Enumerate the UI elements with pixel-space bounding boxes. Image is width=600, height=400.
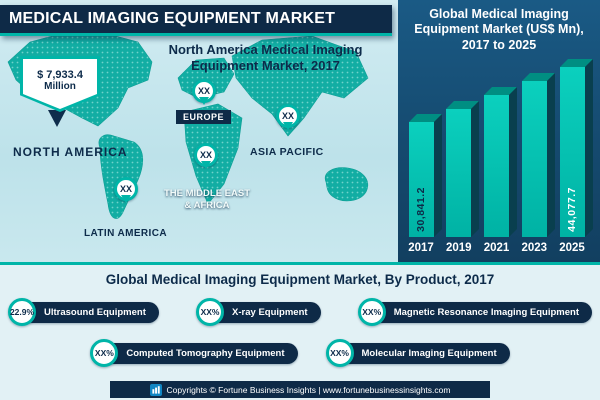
bar-2017: 30,841.2 [408,122,434,237]
region-label-asia-pacific: ASIA PACIFIC [250,146,324,158]
region-label-latin-america: LATIN AMERICA [84,228,167,239]
product-label-pill: Ultrasound Equipment [22,301,159,323]
product-xray: XX% X-ray Equipment [196,298,321,326]
bar-2025: 44,077.7 [559,67,585,237]
region-label-north-america: NORTH AMERICA [13,145,128,159]
pin-latin-america: XX [114,177,138,201]
product-computed-tomography: XX% Computed Tomography Equipment [90,339,298,367]
continent-australia [324,167,368,202]
pin-asia-pacific: XX [276,104,300,128]
bar-value-2025: 44,077.7 [566,187,578,232]
product-share-badge: XX% [90,339,119,367]
product-molecular-imaging: XX% Molecular Imaging Equipment [325,339,510,367]
bar-value-2017: 30,841.2 [415,187,427,232]
badge-value: $ 7,933.4 [37,68,83,81]
bar-column-2017: 30,841.2 2017 [406,122,436,254]
bar-chart: 30,841.2 2017 2019 2021 2023 44,077.7 20 [406,58,587,254]
main-title: MEDICAL IMAGING EQUIPMENT MARKET [9,10,336,27]
product-share-badge: XX% [196,298,225,326]
axis-label-2021: 2021 [483,242,510,254]
bar-column-2023: 2023 [519,81,549,254]
bar-2021 [484,95,509,237]
badge-unit: Million [44,80,76,92]
product-label-pill: Computed Tomography Equipment [104,342,298,364]
products-row-1: 22.9% Ultrasound Equipment XX% X-ray Equ… [0,298,600,326]
axis-label-2019: 2019 [445,242,472,254]
axis-label-2017: 2017 [408,242,434,254]
products-row-2: XX% Computed Tomography Equipment XX% Mo… [0,339,600,367]
product-label-pill: Magnetic Resonance Imaging Equipment [371,301,592,323]
copyright-text: Copyrights © Fortune Business Insights |… [166,384,451,395]
north-america-market-title: North America Medical Imaging Equipment … [168,42,363,73]
badge-pointer-icon [48,110,66,127]
pin-middle-east-africa: XX [194,143,218,167]
global-market-chart-panel: Global Medical Imaging Equipment Market … [398,0,600,262]
products-title: Global Medical Imaging Equipment Market,… [105,272,495,287]
continent-asia [231,35,369,137]
axis-label-2025: 2025 [559,242,585,254]
product-ultrasound: 22.9% Ultrasound Equipment [8,298,159,326]
product-mri: XX% Magnetic Resonance Imaging Equipment [357,298,592,326]
bar-column-2025: 44,077.7 2025 [557,67,587,254]
axis-label-2023: 2023 [521,242,548,254]
product-share-badge: 22.9% [8,298,36,326]
product-label-pill: X-ray Equipment [210,301,321,323]
region-label-middle-east-africa: THE MIDDLE EAST & AFRICA [163,188,251,211]
world-map [7,16,369,219]
products-section: Global Medical Imaging Equipment Market,… [0,262,600,400]
bar-column-2019: 2019 [444,109,474,254]
bar-2023 [521,81,547,237]
footer-bar: Copyrights © Fortune Business Insights |… [110,381,490,398]
continent-south-america [98,134,144,219]
fortune-business-insights-logo-icon [149,383,162,396]
product-share-badge: XX% [357,298,386,326]
product-label-pill: Molecular Imaging Equipment [339,342,510,364]
pin-europe: XX [192,79,216,103]
main-title-banner: MEDICAL IMAGING EQUIPMENT MARKET [0,5,392,36]
product-share-badge: XX% [325,339,354,367]
bar-column-2021: 2021 [482,95,512,254]
bar-2019 [446,109,472,237]
region-label-europe: EUROPE [176,110,232,124]
map-section: MEDICAL IMAGING EQUIPMENT MARKET North A… [0,0,398,262]
chart-title: Global Medical Imaging Equipment Market … [414,7,584,52]
